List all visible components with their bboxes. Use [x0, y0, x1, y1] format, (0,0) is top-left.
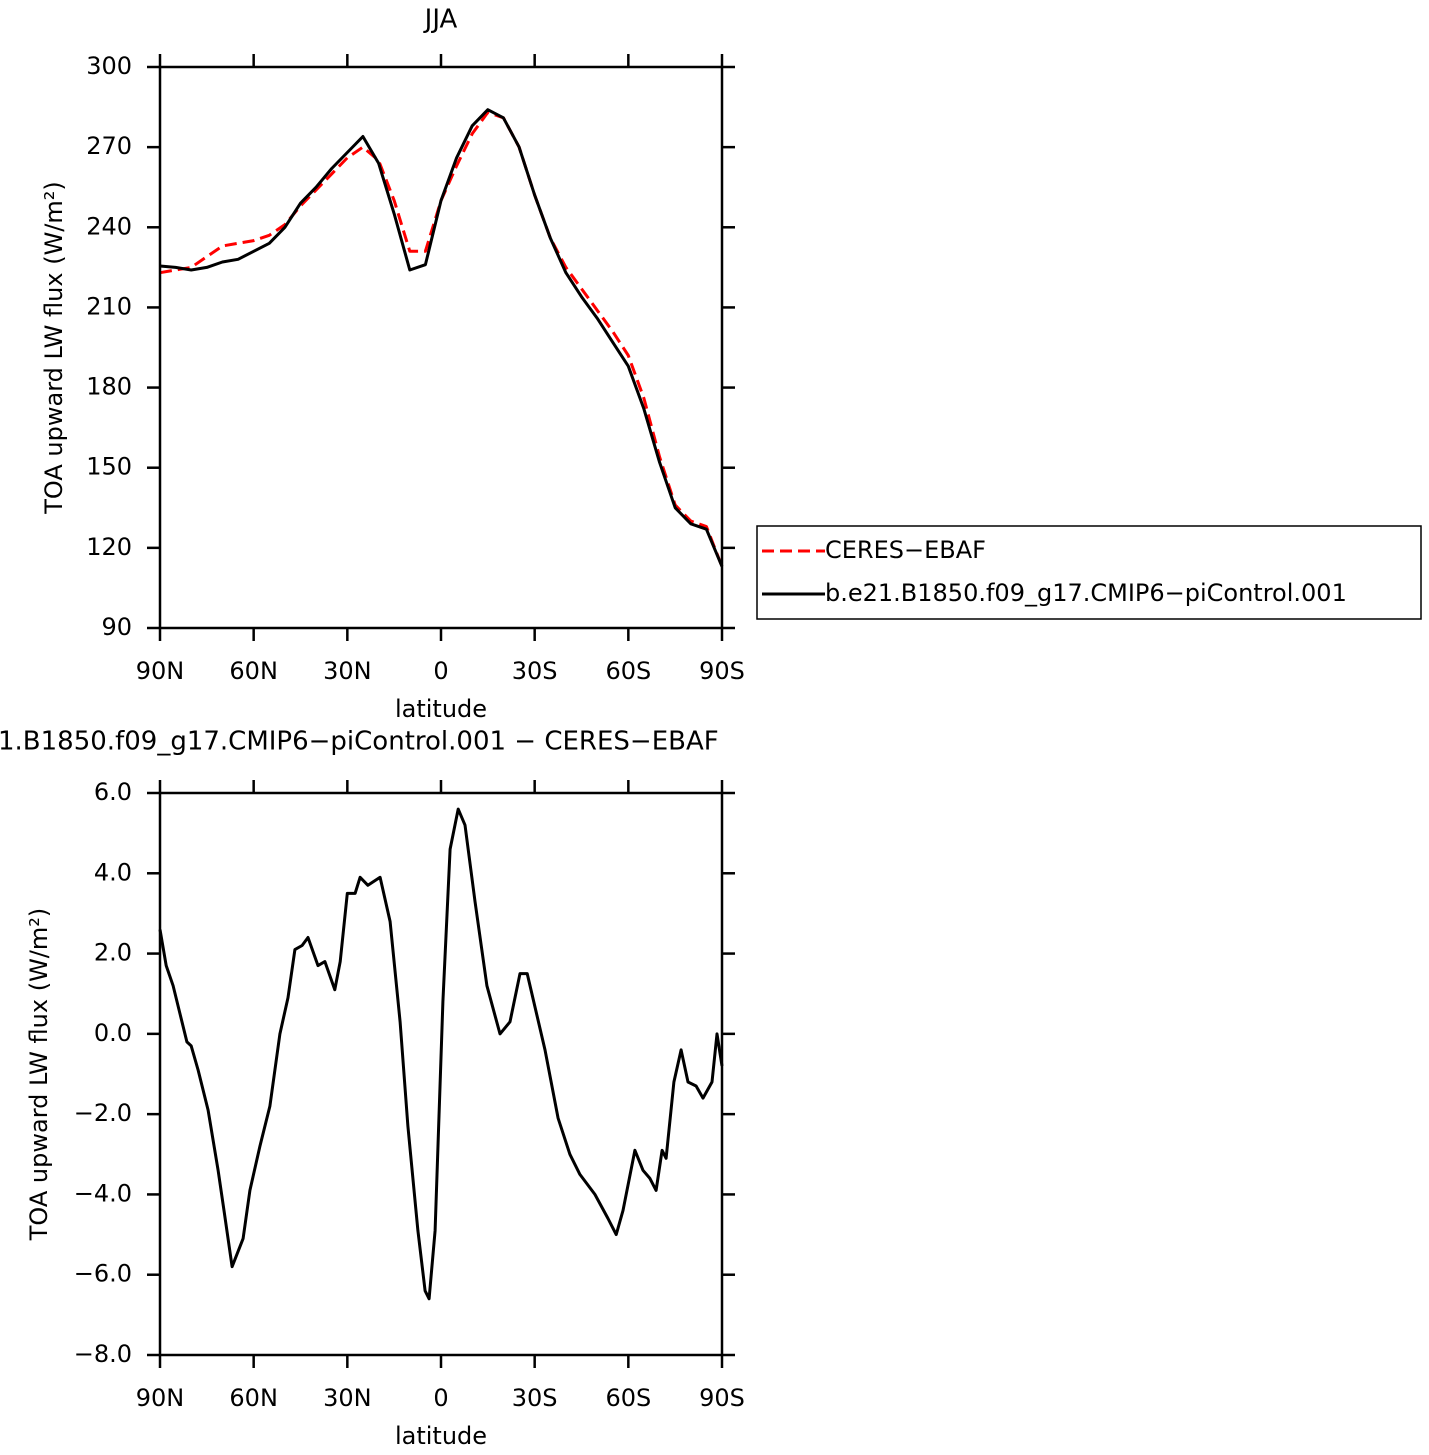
- y-tick-label: 300: [86, 52, 132, 80]
- legend-label: b.e21.B1850.f09_g17.CMIP6−piControl.001: [825, 579, 1347, 607]
- x-tick-label: 0: [433, 657, 448, 685]
- y-axis-label: TOA upward LW flux (W/m²): [25, 908, 53, 1242]
- y-tick-label: −8.0: [74, 1340, 132, 1368]
- y-tick-label: −2.0: [74, 1099, 132, 1127]
- y-tick-label: −6.0: [74, 1260, 132, 1288]
- data-line: [159, 110, 724, 568]
- x-axis-label: latitude: [395, 695, 487, 723]
- plot-frame: [158, 791, 724, 1357]
- y-tick-label: 120: [86, 533, 132, 561]
- x-tick-label: 90S: [699, 1384, 745, 1412]
- x-tick-label: 30S: [512, 657, 558, 685]
- x-axis-label: latitude: [395, 1422, 487, 1450]
- y-tick-label: 2.0: [94, 939, 132, 967]
- legend-box: [756, 525, 1422, 620]
- y-tick-label: 6.0: [94, 778, 132, 806]
- chart-title: JJA: [423, 5, 458, 35]
- x-tick-label: 60S: [605, 1384, 651, 1412]
- y-tick-label: 210: [86, 292, 132, 320]
- y-tick-label: 180: [86, 373, 132, 401]
- x-tick-label: 90S: [699, 657, 745, 685]
- y-tick-label: 240: [86, 212, 132, 240]
- y-tick-label: 4.0: [94, 858, 132, 886]
- legend-label: CERES−EBAF: [825, 536, 986, 564]
- y-tick-label: 270: [86, 132, 132, 160]
- x-tick-label: 30N: [323, 657, 372, 685]
- x-tick-label: 60S: [605, 657, 651, 685]
- y-tick-label: 150: [86, 453, 132, 481]
- y-axis-label: TOA upward LW flux (W/m²): [40, 181, 68, 515]
- x-tick-label: 30S: [512, 1384, 558, 1412]
- x-tick-label: 0: [433, 1384, 448, 1412]
- y-tick-label: 0.0: [94, 1019, 132, 1047]
- y-tick-label: −4.0: [74, 1179, 132, 1207]
- x-tick-label: 60N: [229, 1384, 278, 1412]
- y-tick-label: 90: [101, 613, 132, 641]
- data-line: [159, 108, 724, 568]
- plot-frame: [158, 65, 724, 630]
- x-tick-label: 30N: [323, 1384, 372, 1412]
- x-tick-label: 60N: [229, 657, 278, 685]
- chart-title: 1.B1850.f09_g17.CMIP6−piControl.001 − CE…: [0, 727, 719, 757]
- data-line: [158, 807, 724, 1301]
- x-tick-label: 90N: [136, 657, 185, 685]
- x-tick-label: 90N: [136, 1384, 185, 1412]
